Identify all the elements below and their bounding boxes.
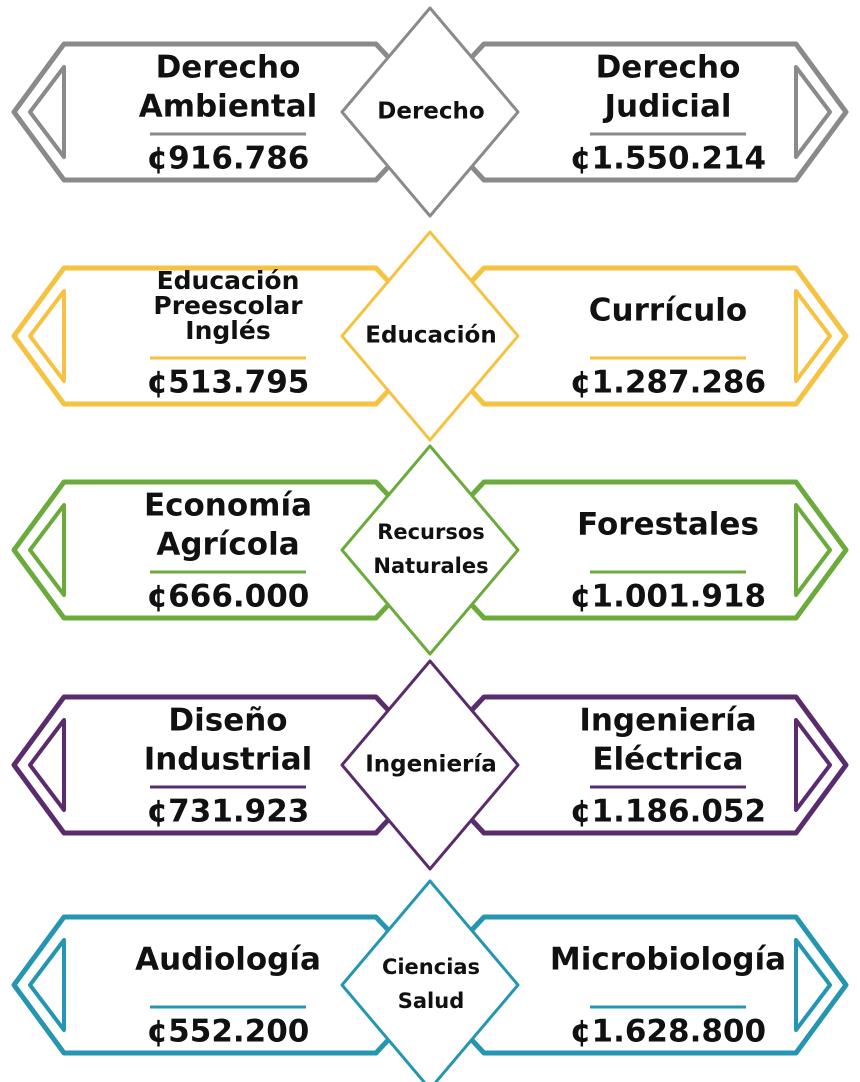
category: Educación bbox=[365, 323, 496, 349]
arrow bbox=[28, 65, 66, 159]
area-name: Audiología bbox=[135, 942, 321, 978]
arrow bbox=[28, 938, 66, 1032]
category: Ingeniería bbox=[365, 752, 497, 778]
diamond bbox=[340, 230, 520, 442]
category: Derecho bbox=[377, 99, 484, 125]
row: DiseñoIndustrial¢731.923IngenieríaEléctr… bbox=[11, 659, 849, 871]
row: EducaciónPreescolarInglés¢513.795Currícu… bbox=[11, 230, 849, 442]
area-name: Preescolar bbox=[153, 291, 303, 320]
area-name: Derecho bbox=[156, 50, 301, 86]
area-name: Educación bbox=[157, 266, 300, 295]
area-name: Currículo bbox=[589, 293, 747, 329]
area-name: Agrícola bbox=[156, 527, 299, 563]
arrow bbox=[28, 503, 66, 597]
arrow bbox=[794, 718, 832, 812]
arrow bbox=[794, 289, 832, 383]
row: DerechoAmbiental¢916.786DerechoJudicial¢… bbox=[11, 6, 849, 218]
area-name: Microbiología bbox=[550, 942, 786, 978]
area-name: Ambiental bbox=[139, 89, 318, 125]
diamond bbox=[340, 6, 520, 218]
salary: ¢552.200 bbox=[147, 1014, 310, 1050]
category: Salud bbox=[398, 989, 464, 1013]
area-name: Derecho bbox=[596, 50, 741, 86]
area-name: Inglés bbox=[185, 316, 270, 345]
diamond bbox=[340, 659, 520, 871]
arrow bbox=[28, 718, 66, 812]
category: Recursos bbox=[377, 520, 485, 544]
salary: ¢1.628.800 bbox=[570, 1014, 766, 1050]
category: Ciencias bbox=[382, 955, 480, 979]
area-name: Economía bbox=[144, 488, 312, 524]
area-name: Diseño bbox=[168, 703, 287, 739]
arrow bbox=[794, 938, 832, 1032]
row: Audiología ¢552.200 Microbiología ¢1.628.80… bbox=[11, 879, 849, 1082]
area-name: Eléctrica bbox=[592, 742, 743, 778]
salary: ¢1.550.214 bbox=[570, 141, 766, 177]
diamond bbox=[340, 444, 520, 656]
category: Naturales bbox=[373, 554, 488, 578]
arrow bbox=[794, 65, 832, 159]
area-name: Ingeniería bbox=[579, 703, 756, 739]
area-name: Forestales bbox=[577, 507, 759, 543]
diamond bbox=[340, 879, 520, 1082]
area-name: Judicial bbox=[603, 89, 732, 125]
salary: ¢731.923 bbox=[147, 794, 310, 830]
salary: ¢916.786 bbox=[147, 141, 310, 177]
salary: ¢1.287.286 bbox=[570, 365, 766, 401]
salary: ¢1.186.052 bbox=[570, 794, 766, 830]
area-name: Industrial bbox=[144, 742, 313, 778]
salary: ¢666.000 bbox=[147, 579, 310, 615]
arrow bbox=[794, 503, 832, 597]
arrow bbox=[28, 289, 66, 383]
salary: ¢513.795 bbox=[147, 365, 310, 401]
salary: ¢1.001.918 bbox=[570, 579, 766, 615]
